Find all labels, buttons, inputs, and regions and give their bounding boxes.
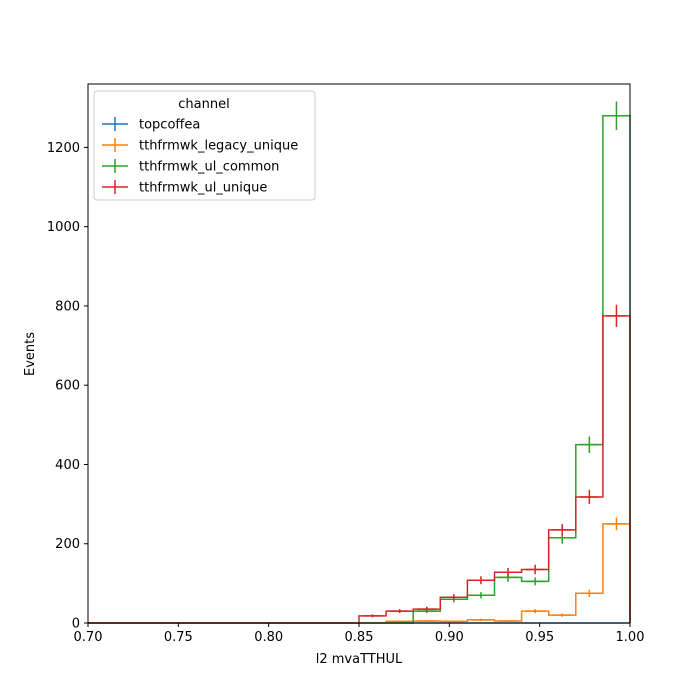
legend-title: channel bbox=[178, 97, 229, 112]
y-axis-label: Events bbox=[23, 332, 38, 376]
error-bar bbox=[606, 304, 626, 327]
error-bar bbox=[552, 523, 572, 536]
error-bar bbox=[606, 517, 626, 531]
error-bar bbox=[498, 567, 518, 577]
legend-item: tthfrmwk_ul_common bbox=[102, 159, 279, 175]
error-bar bbox=[525, 564, 545, 575]
error-bar bbox=[471, 618, 491, 622]
x-axis-label: l2 mvaTTHUL bbox=[316, 652, 403, 667]
y-tick-label: 1200 bbox=[47, 141, 80, 156]
y-tick-label: 600 bbox=[55, 379, 80, 394]
x-axis: 0.70 0.75 0.80 0.85 0.90 0.95 1.00 bbox=[74, 623, 645, 645]
y-tick-label: 800 bbox=[55, 299, 80, 314]
error-bar bbox=[579, 489, 599, 505]
error-bar bbox=[525, 609, 545, 614]
x-tick-label: 0.75 bbox=[164, 630, 193, 645]
legend-label: tthfrmwk_ul_unique bbox=[139, 181, 267, 196]
legend-label: tthfrmwk_ul_common bbox=[139, 160, 279, 175]
error-bar bbox=[579, 589, 599, 597]
error-bar bbox=[579, 436, 599, 453]
x-tick-label: 0.70 bbox=[74, 630, 103, 645]
y-tick-label: 0 bbox=[72, 617, 80, 632]
error-bar bbox=[390, 609, 410, 614]
error-bar bbox=[417, 620, 437, 622]
error-bar bbox=[606, 101, 626, 130]
x-tick-label: 0.80 bbox=[254, 630, 283, 645]
legend-box bbox=[93, 90, 316, 201]
error-bar bbox=[444, 620, 464, 623]
legend-item: tthfrmwk_legacy_unique bbox=[102, 138, 298, 154]
error-bar bbox=[471, 576, 491, 585]
error-bar bbox=[417, 606, 437, 612]
legend-label: topcoffea bbox=[139, 118, 200, 133]
legend-item: tthfrmwk_ul_unique bbox=[102, 180, 267, 196]
y-tick-label: 200 bbox=[55, 537, 80, 552]
y-tick-label: 400 bbox=[55, 458, 80, 473]
x-tick-label: 0.95 bbox=[525, 630, 554, 645]
legend-label: tthfrmwk_legacy_unique bbox=[139, 139, 298, 154]
error-bar bbox=[471, 592, 491, 599]
error-bar bbox=[498, 620, 518, 622]
x-tick-label: 1.00 bbox=[616, 630, 645, 645]
x-tick-label: 0.85 bbox=[345, 630, 374, 645]
error-bar bbox=[552, 613, 572, 617]
y-axis: 0 200 400 600 800 1000 1200 bbox=[47, 141, 88, 632]
error-bar bbox=[390, 620, 410, 623]
legend: channel topcoffea tthfrmwk_legacy_uniquet… bbox=[93, 90, 316, 201]
legend-item: topcoffea bbox=[102, 117, 200, 133]
error-bar bbox=[363, 614, 383, 618]
x-tick-label: 0.90 bbox=[435, 630, 464, 645]
y-tick-label: 1000 bbox=[47, 220, 80, 235]
error-bar bbox=[444, 594, 464, 601]
error-bar bbox=[525, 577, 545, 586]
